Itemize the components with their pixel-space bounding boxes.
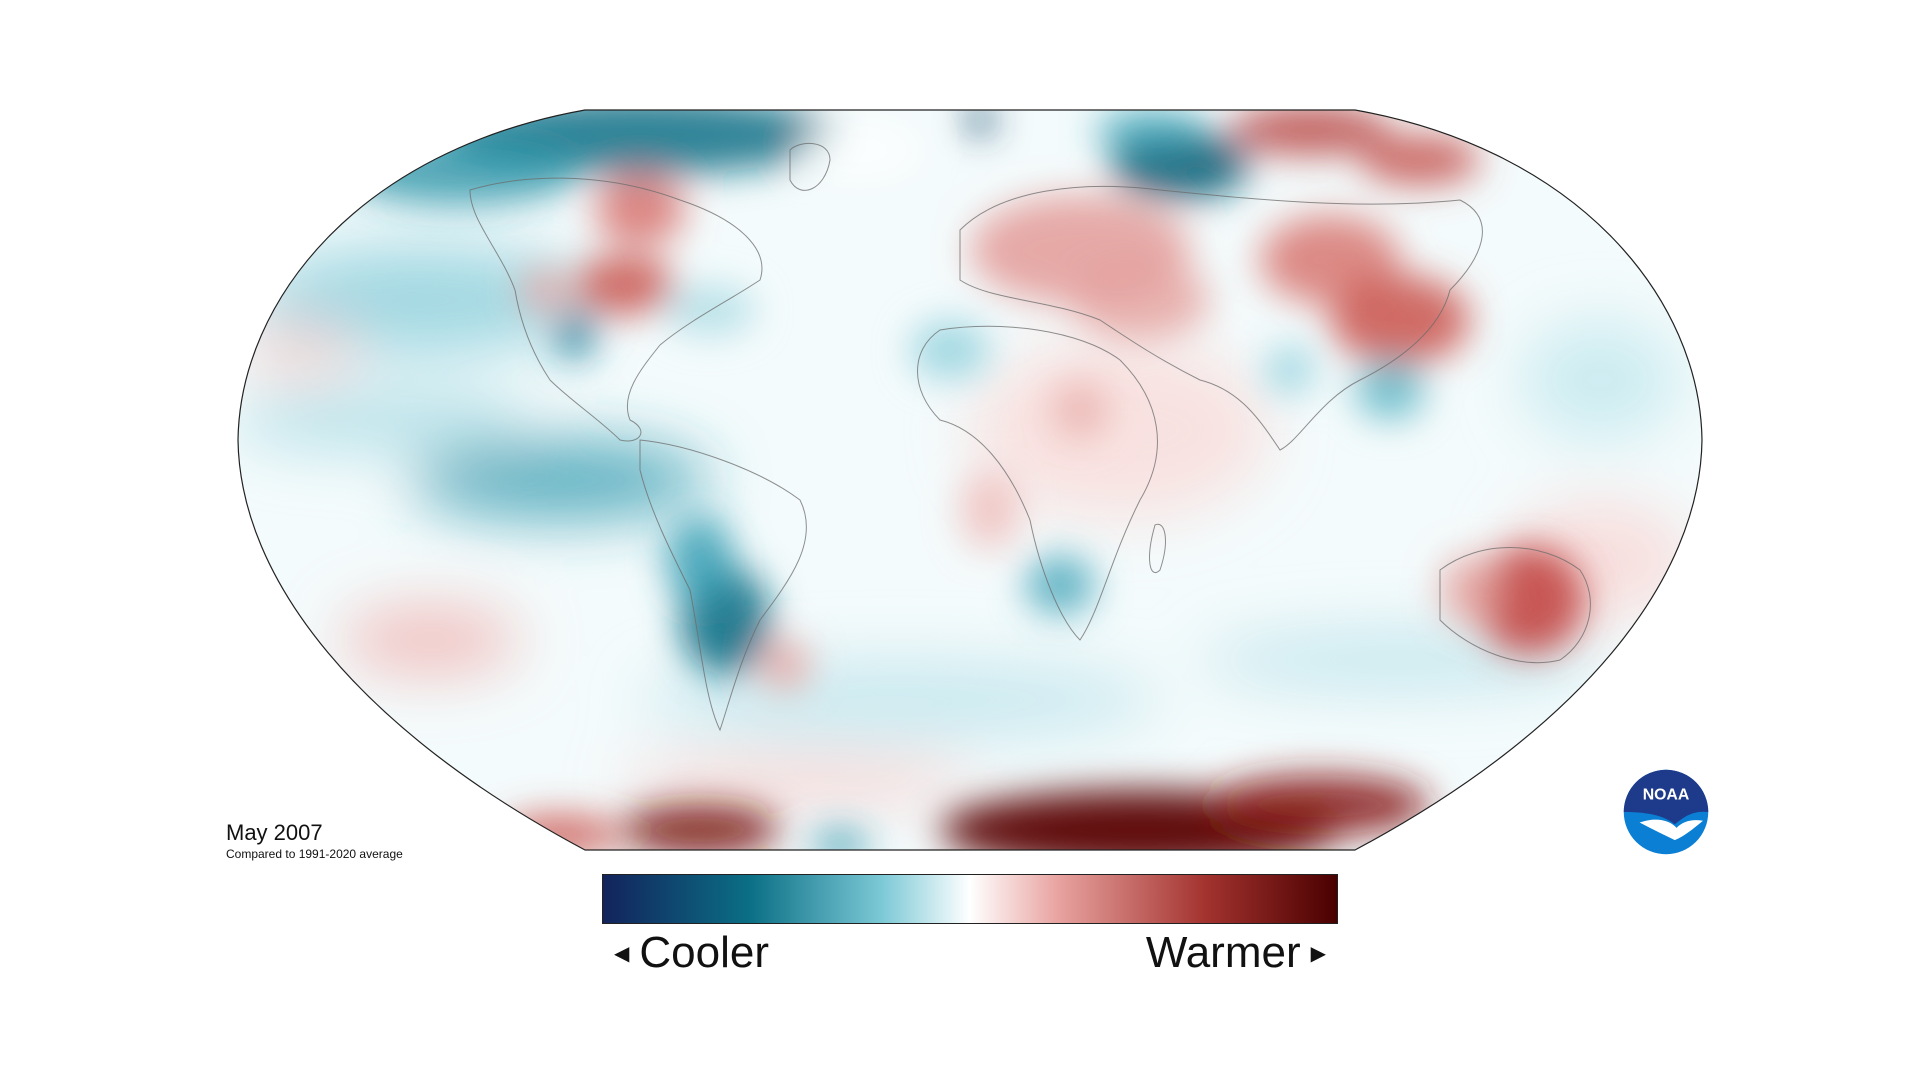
- legend-warmer: Warmer ▶: [1146, 928, 1336, 978]
- coastlines: [469, 142, 1591, 732]
- map-caption: Compared to 1991-2020 average: [226, 847, 403, 861]
- noaa-logo: NOAA: [1623, 769, 1709, 855]
- anomaly-field: [238, 110, 1702, 850]
- color-scale-bar: [602, 874, 1338, 924]
- legend-warmer-label: Warmer: [1145, 928, 1301, 977]
- map-date: May 2007: [226, 820, 323, 845]
- triangle-left-icon: ◀: [614, 942, 630, 965]
- map-frame: [237, 109, 1703, 851]
- legend-cooler-label: Cooler: [639, 928, 770, 977]
- noaa-logo-text: NOAA: [1643, 787, 1690, 804]
- triangle-right-icon: ▶: [1310, 942, 1326, 965]
- legend-cooler: ◀ Cooler: [604, 928, 769, 978]
